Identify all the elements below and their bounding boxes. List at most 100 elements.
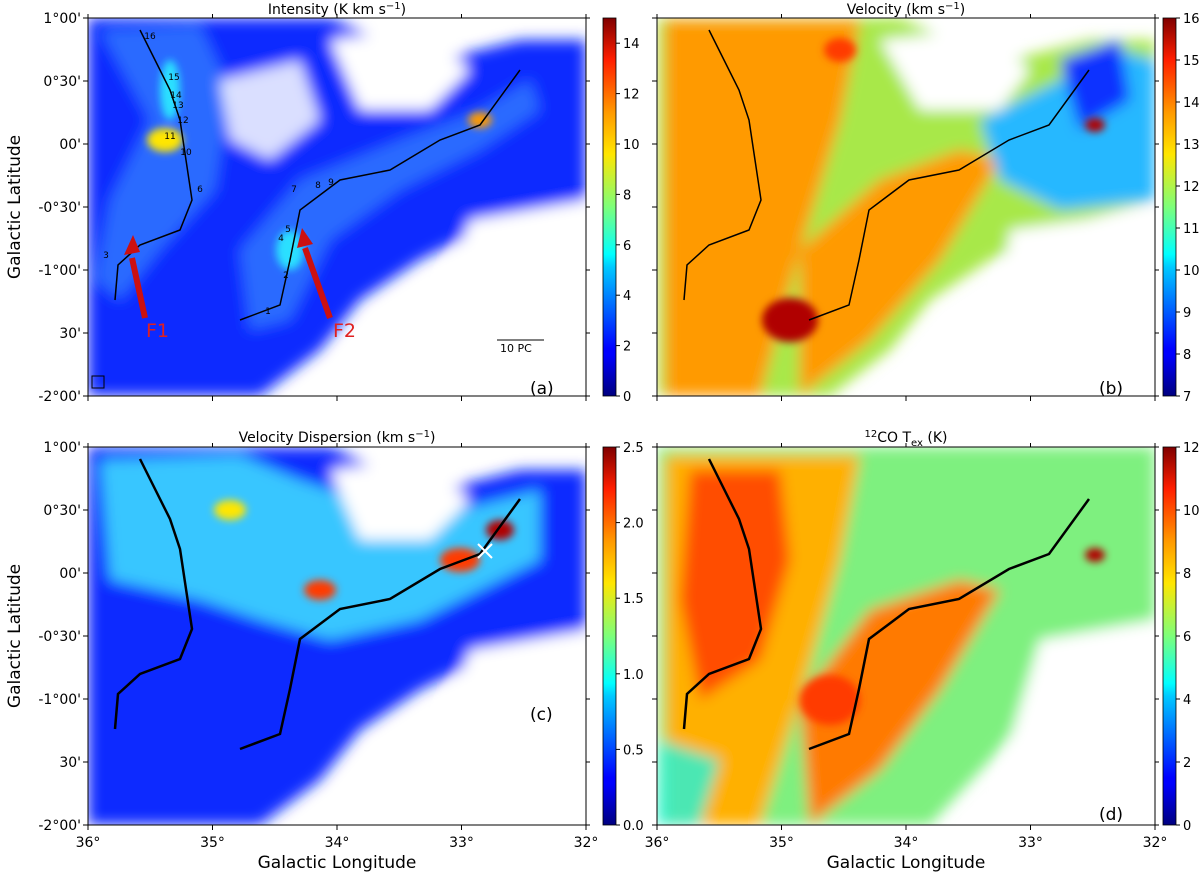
panel-c-filament-f2 (239, 498, 522, 751)
panel-b-map (657, 18, 1155, 396)
colorbar-tick-label: 0 (623, 390, 631, 405)
colorbar-tick-label: 0.5 (623, 743, 644, 758)
clump-label: 10 (180, 148, 192, 158)
y-tick-label: -1°00' (38, 263, 81, 279)
x-tick-label: 36° (76, 835, 101, 851)
clump-label: 1 (265, 307, 271, 317)
panel-d-filament-f1 (682, 458, 763, 730)
clump-label: 2 (283, 271, 289, 281)
colorbar-tick-label: 8 (623, 188, 631, 203)
panel-b-title: Velocity (km s−1) (847, 1, 966, 18)
cross-marker (477, 543, 493, 559)
colorbar-tick-label: 14 (1183, 96, 1200, 111)
panel-d-title: 12CO Tex (K) (865, 429, 948, 449)
colorbar-tick-label: 13 (1183, 138, 1200, 153)
colorbar-tick-label: 1.0 (623, 668, 644, 683)
colorbar-tick-label: 10 (623, 138, 640, 153)
y-tick-label: -2°00' (38, 389, 81, 405)
y-tick-label: 0°30' (43, 503, 81, 519)
colorbar-tick-label: 4 (1183, 693, 1191, 708)
colorbar-tick-label: 12 (1183, 441, 1200, 456)
colorbar-tick-label: 9 (1183, 306, 1191, 321)
f2-arrowhead (297, 228, 313, 248)
clump-label: 3 (103, 251, 109, 261)
panel-d-colorbar (1162, 446, 1177, 826)
colorbar-tick-label: 11 (1183, 222, 1200, 237)
colorbar-tick-label: 12 (623, 88, 640, 103)
colorbar-tick-label: 0.0 (623, 819, 644, 834)
y-tick-label: -0°30' (38, 200, 81, 216)
y-tick-label: -2°00' (38, 818, 81, 834)
clump-label: 6 (197, 185, 203, 195)
panel-b-filament-f2 (808, 69, 1090, 321)
panel-a-title: Intensity (K km s−1) (268, 1, 406, 18)
panel-d-map (657, 447, 1155, 825)
panel-a-filament-f1 (114, 29, 193, 301)
colorbar-tick-label: 8 (1183, 348, 1191, 363)
panel-a-filament-f2 (239, 69, 521, 321)
panel-b-filament-f1 (683, 29, 762, 301)
colorbar-tick-label: 14 (623, 37, 640, 52)
x-tick-label: 34° (894, 835, 919, 851)
colorbar-tick-label: 10 (1183, 504, 1200, 519)
f1-arrowhead (124, 235, 140, 255)
panel-c-colorbar (602, 446, 617, 826)
x-tick-label: 36° (645, 835, 670, 851)
clump-label: 5 (285, 225, 291, 235)
panel-b: (b) Velocity (km s−1) 7 8 9 10 11 12 13 14 15 16 (656, 1, 1200, 405)
colorbar-tick-label: 2.5 (623, 441, 644, 456)
y-tick-label: 1°00' (43, 11, 81, 27)
y-tick-label: 30' (59, 326, 81, 342)
colorbar-tick-label: 1.5 (623, 592, 644, 607)
panel-a-label: (a) (530, 379, 554, 399)
clump-label: 12 (177, 116, 188, 126)
x-tick-label: 35° (200, 835, 225, 851)
clump-label: 16 (144, 32, 156, 42)
y-tick-label: 30' (59, 755, 81, 771)
x-tick-label: 32° (1143, 835, 1168, 851)
clump-label: 11 (164, 132, 175, 142)
clump-label: 8 (315, 181, 321, 191)
panel-c-map (88, 447, 586, 825)
colorbar-tick-label: 15 (1183, 54, 1200, 69)
colorbar-tick-label: 0 (1183, 819, 1191, 834)
scale-bar-label: 10 PC (500, 342, 532, 355)
x-axis-label-right: Galactic Longitude (827, 853, 986, 873)
panel-c-label: (c) (530, 705, 553, 725)
axis-ticks: 1°00'0°30'00'-0°30'-1°00'30'-2°00'36° 35°… (38, 11, 1167, 851)
colorbar-tick-label: 4 (623, 289, 631, 304)
clump-label: 15 (168, 73, 179, 83)
clump-label: 7 (291, 185, 297, 195)
panel-b-colorbar (1162, 17, 1177, 397)
colorbar-tick-label: 12 (1183, 180, 1200, 195)
y-tick-label: 0°30' (43, 74, 81, 90)
x-tick-label: 34° (325, 835, 350, 851)
y-tick-label: -1°00' (38, 692, 81, 708)
x-tick-label: 33° (1018, 835, 1043, 851)
panel-b-label: (b) (1099, 379, 1123, 399)
f2-label: F2 (333, 320, 356, 342)
x-tick-label: 35° (769, 835, 794, 851)
colorbar-tick-label: 6 (623, 239, 631, 254)
y-tick-label: -0°30' (38, 629, 81, 645)
clump-label: 9 (328, 178, 334, 188)
panel-c-colorbar-ticks: 0.0 0.5 1.0 1.5 2.0 2.5 (616, 441, 644, 834)
clump-label: 13 (172, 101, 183, 111)
y-tick-label: 00' (59, 566, 81, 582)
f1-label: F1 (146, 320, 169, 342)
colorbar-tick-label: 7 (1183, 390, 1191, 405)
y-tick-label: 00' (59, 137, 81, 153)
panel-b-colorbar-ticks: 7 8 9 10 11 12 13 14 15 16 (1176, 12, 1200, 405)
colorbar-tick-label: 10 (1183, 264, 1200, 279)
y-tick-label: 1°00' (43, 440, 81, 456)
colorbar-tick-label: 2.0 (623, 517, 644, 532)
panel-c-filament-f1 (113, 458, 194, 730)
panel-d-label: (d) (1099, 805, 1123, 825)
f1-arrow (129, 257, 148, 319)
colorbar-tick-label: 6 (1183, 630, 1191, 645)
panel-d-filament-f2 (808, 498, 1091, 751)
f2-arrow (302, 246, 333, 320)
